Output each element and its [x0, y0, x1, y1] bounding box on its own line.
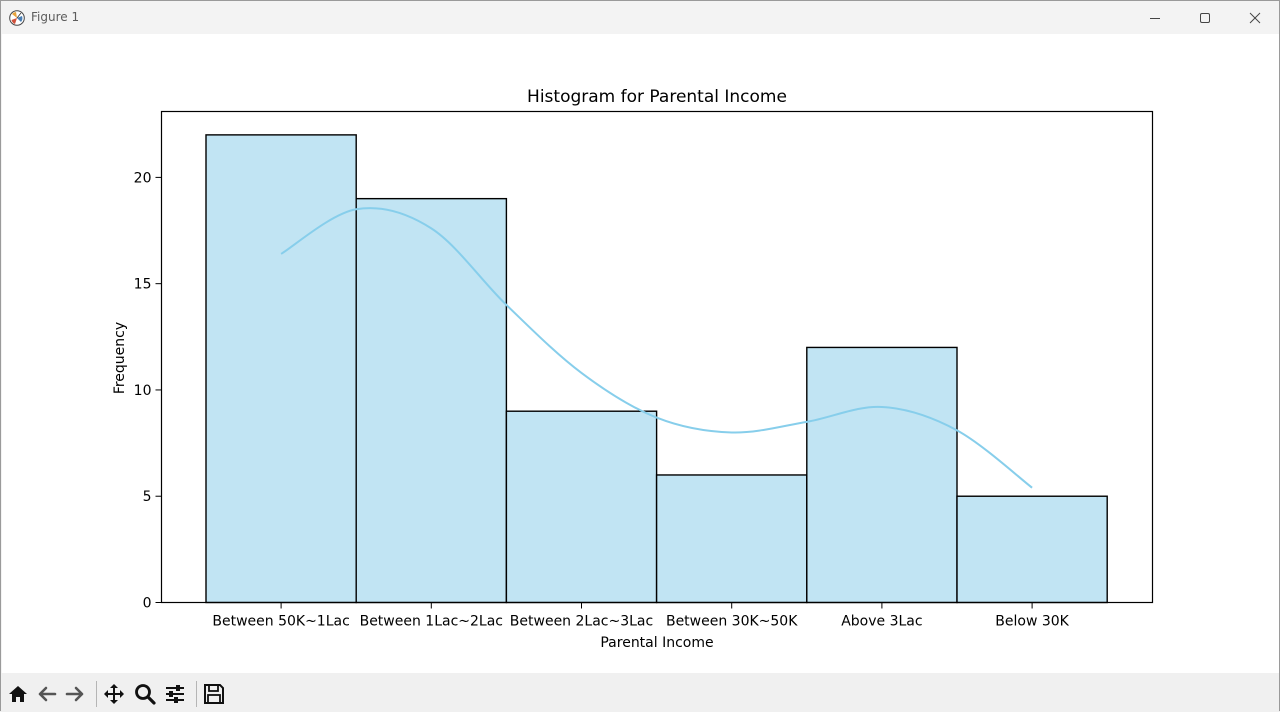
y-tick-label: 5 — [143, 489, 152, 505]
floppy-disk-icon — [204, 684, 224, 704]
pan-button[interactable] — [101, 681, 127, 707]
histogram-bar — [655, 474, 808, 604]
configure-subplots-button[interactable] — [162, 681, 188, 707]
histogram-bar — [956, 495, 1108, 604]
magnifier-icon — [135, 684, 156, 705]
close-button[interactable] — [1230, 1, 1280, 34]
x-axis-label: Parental Income — [600, 635, 713, 651]
x-tick-label: Between 1Lac~2Lac — [360, 614, 503, 630]
navigation-toolbar — [1, 673, 1279, 712]
y-tick-label: 15 — [134, 277, 152, 293]
toolbar-separator — [196, 681, 197, 707]
title-bar[interactable]: Figure 1 — [1, 1, 1279, 34]
y-axis-ticks: 0 5 10 15 20 — [134, 170, 162, 612]
window-title: Figure 1 — [31, 10, 80, 24]
x-tick-label: Between 50K~1Lac — [212, 614, 349, 630]
kde-curve — [280, 207, 1033, 489]
zoom-button[interactable] — [132, 681, 158, 707]
matplotlib-logo-icon — [9, 10, 25, 26]
histogram-bar — [355, 197, 508, 604]
maximize-button[interactable] — [1180, 1, 1230, 34]
maximize-icon — [1200, 12, 1210, 23]
y-tick-label: 20 — [134, 170, 152, 186]
x-axis-ticks: Between 50K~1Lac Between 1Lac~2Lac Between… — [212, 602, 1070, 630]
forward-button[interactable] — [62, 681, 88, 707]
home-button[interactable] — [5, 681, 31, 707]
save-button[interactable] — [201, 681, 227, 707]
toolbar-separator — [96, 681, 97, 707]
y-tick-label: 0 — [143, 596, 152, 612]
x-tick-label: Between 2Lac~3Lac — [510, 614, 653, 630]
x-tick-label: Below 30K — [995, 614, 1069, 630]
y-tick-label: 10 — [134, 383, 152, 399]
histogram-bar — [205, 134, 357, 604]
minimize-button[interactable] — [1130, 1, 1180, 34]
bars-group — [205, 134, 1108, 604]
move-icon — [104, 684, 124, 704]
histogram-bar — [505, 410, 658, 604]
histogram-bar — [806, 346, 958, 604]
sliders-icon — [166, 685, 184, 703]
home-icon — [9, 686, 27, 702]
histogram-chart: Histogram for Parental Income 0 5 10 15 20 B… — [112, 87, 1154, 651]
minimize-icon — [1150, 17, 1160, 19]
x-tick-label: Between 30K~50K — [666, 614, 798, 630]
close-icon — [1249, 12, 1261, 23]
y-axis-label: Frequency — [112, 322, 128, 394]
plot-frame — [160, 110, 1154, 604]
figure-canvas[interactable]: Histogram for Parental Income 0 5 10 15 20 B… — [2, 34, 1279, 673]
x-tick-label: Above 3Lac — [841, 614, 922, 630]
chart-title: Histogram for Parental Income — [527, 87, 787, 107]
arrow-right-icon — [65, 686, 84, 702]
back-button[interactable] — [34, 681, 60, 707]
arrow-left-icon — [38, 686, 57, 702]
